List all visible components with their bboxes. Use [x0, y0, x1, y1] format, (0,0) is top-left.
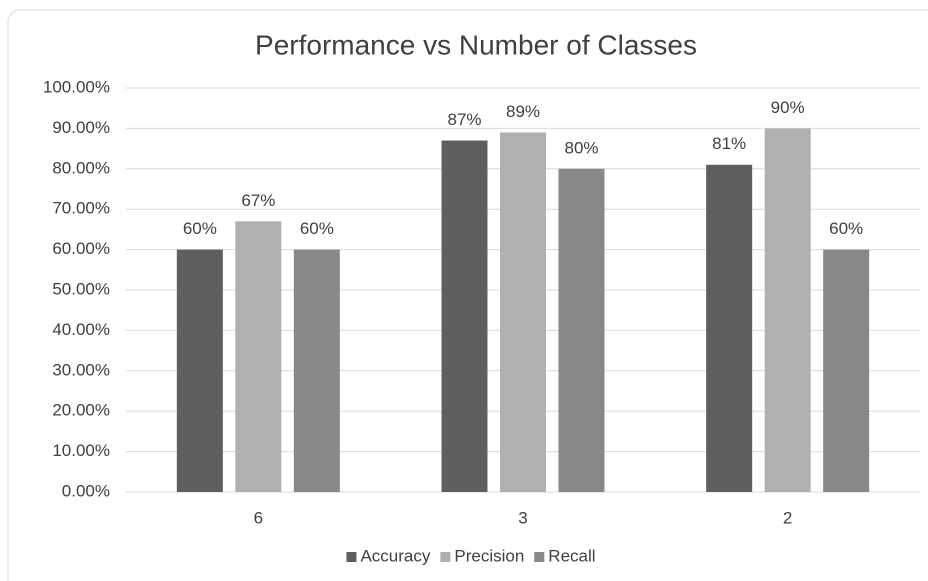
- data-label: 60%: [300, 219, 334, 238]
- x-tick-label: 6: [254, 508, 263, 527]
- data-label: 87%: [447, 110, 481, 129]
- bar: [235, 221, 282, 492]
- legend-label: Accuracy: [360, 546, 430, 565]
- bar: [500, 132, 546, 492]
- y-tick-label: 100.00%: [43, 77, 110, 96]
- bar: [441, 140, 488, 492]
- legend-label: Precision: [454, 546, 524, 565]
- y-tick-label: 10.00%: [52, 441, 110, 460]
- data-label: 80%: [564, 138, 598, 157]
- y-tick-label: 50.00%: [52, 279, 110, 298]
- bar: [823, 249, 870, 492]
- y-tick-label: 40.00%: [52, 320, 110, 339]
- x-tick-label: 2: [783, 508, 792, 527]
- bar: [706, 164, 753, 492]
- legend-swatch: [346, 552, 357, 562]
- bar: [558, 168, 605, 493]
- bar: [176, 249, 223, 492]
- data-label: 81%: [712, 134, 746, 153]
- legend-label: Recall: [548, 546, 595, 565]
- chart-title: Performance vs Number of Classes: [255, 29, 697, 60]
- y-tick-label: 0.00%: [62, 481, 110, 500]
- data-label: 67%: [241, 191, 275, 210]
- data-label: 60%: [183, 219, 217, 238]
- y-tick-label: 90.00%: [52, 118, 110, 137]
- y-tick-label: 20.00%: [52, 401, 110, 420]
- y-tick-label: 30.00%: [52, 360, 110, 379]
- data-label: 90%: [771, 98, 805, 117]
- y-tick-label: 70.00%: [52, 199, 110, 218]
- legend-swatch: [534, 552, 545, 562]
- data-label: 60%: [829, 219, 863, 238]
- bar: [293, 249, 340, 492]
- y-tick-label: 80.00%: [52, 158, 110, 177]
- bar: [764, 128, 811, 492]
- y-tick-label: 60.00%: [52, 239, 110, 258]
- data-label: 89%: [506, 102, 540, 121]
- legend-swatch: [440, 552, 451, 562]
- x-tick-label: 3: [518, 508, 527, 527]
